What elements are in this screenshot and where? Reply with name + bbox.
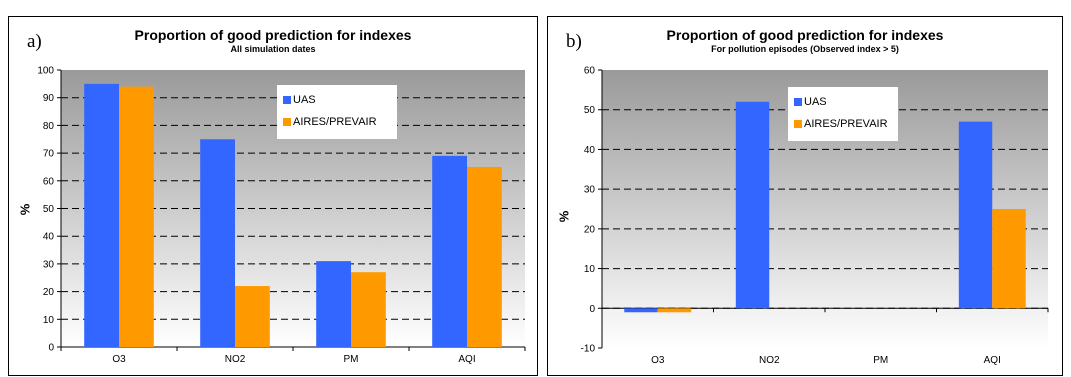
x-tick-label: NO2 <box>759 355 780 366</box>
y-tick-label: 20 <box>584 224 596 235</box>
y-tick-label: 90 <box>43 93 55 104</box>
chart-panel-a: a) Proportion of good prediction for ind… <box>8 16 538 376</box>
legend-label: UAS <box>293 94 316 106</box>
bar <box>624 308 658 313</box>
bar <box>316 261 351 347</box>
y-tick-label: 0 <box>589 304 595 315</box>
chart-plot: -10 0 10 20 30 40 50 60 O3 NO2 PM AQI <box>581 66 1049 366</box>
x-tick-label: AQI <box>458 354 475 365</box>
panel-label: a) <box>27 31 42 52</box>
chart-subtitle: For pollution episodes (Observed index >… <box>711 44 899 54</box>
chart-plot: 0 10 20 30 40 50 60 70 80 90 100 O3 NO2 PM AQI <box>37 66 526 365</box>
bar <box>735 101 770 309</box>
legend-label: AIRES/PREVAIR <box>804 118 888 130</box>
legend-entry: AIRES/PREVAIR <box>794 113 892 135</box>
bar <box>235 286 270 347</box>
chart-panel-b: b) Proportion of good prediction for ind… <box>547 16 1063 376</box>
x-tick-label: NO2 <box>225 354 246 365</box>
legend-swatch <box>283 118 291 126</box>
x-tick-label: O3 <box>112 354 126 365</box>
bar <box>657 308 692 313</box>
bar <box>351 272 386 347</box>
legend-entry: AIRES/PREVAIR <box>283 111 391 133</box>
legend-swatch <box>794 120 802 128</box>
y-tick-label: 10 <box>584 264 596 275</box>
y-tick-label: 10 <box>43 315 55 326</box>
legend-swatch <box>794 98 802 106</box>
y-tick-label: 30 <box>43 259 55 270</box>
y-tick-label: 40 <box>584 145 596 156</box>
legend-label: UAS <box>804 96 827 108</box>
bar <box>432 155 467 347</box>
chart-title: Proportion of good prediction for indexe… <box>134 27 412 43</box>
bar <box>467 166 502 347</box>
bar <box>958 121 993 309</box>
y-tick-label: 20 <box>43 287 55 298</box>
y-tick-label: 70 <box>43 149 55 160</box>
bar <box>84 83 119 347</box>
y-tick-label: -10 <box>581 344 596 355</box>
y-tick-label: 30 <box>584 185 596 196</box>
x-tick-label: O3 <box>651 355 665 366</box>
y-tick-label: 40 <box>43 232 55 243</box>
chart-legend: UAS AIRES/PREVAIR <box>277 85 397 139</box>
x-tick-label: PM <box>873 355 888 366</box>
bar <box>119 86 154 348</box>
chart-subtitle: All simulation dates <box>230 44 316 54</box>
legend-label: AIRES/PREVAIR <box>293 116 377 128</box>
chart-title: Proportion of good prediction for indexe… <box>666 27 944 43</box>
x-tick-label: PM <box>344 354 359 365</box>
y-tick-label: 50 <box>43 204 55 215</box>
panel-label: b) <box>566 31 582 52</box>
y-tick-label: 100 <box>37 66 54 77</box>
bar <box>992 209 1026 309</box>
y-tick-label: 60 <box>43 176 55 187</box>
y-tick-label: 0 <box>48 343 54 354</box>
legend-swatch <box>283 96 291 104</box>
y-tick-label: 60 <box>584 66 596 77</box>
y-tick-label: 50 <box>584 105 596 116</box>
x-tick-label: AQI <box>984 355 1001 366</box>
legend-entry: UAS <box>794 91 892 113</box>
chart-legend: UAS AIRES/PREVAIR <box>788 87 898 141</box>
legend-entry: UAS <box>283 89 391 111</box>
bar <box>200 139 235 347</box>
y-tick-label: 80 <box>43 121 55 132</box>
